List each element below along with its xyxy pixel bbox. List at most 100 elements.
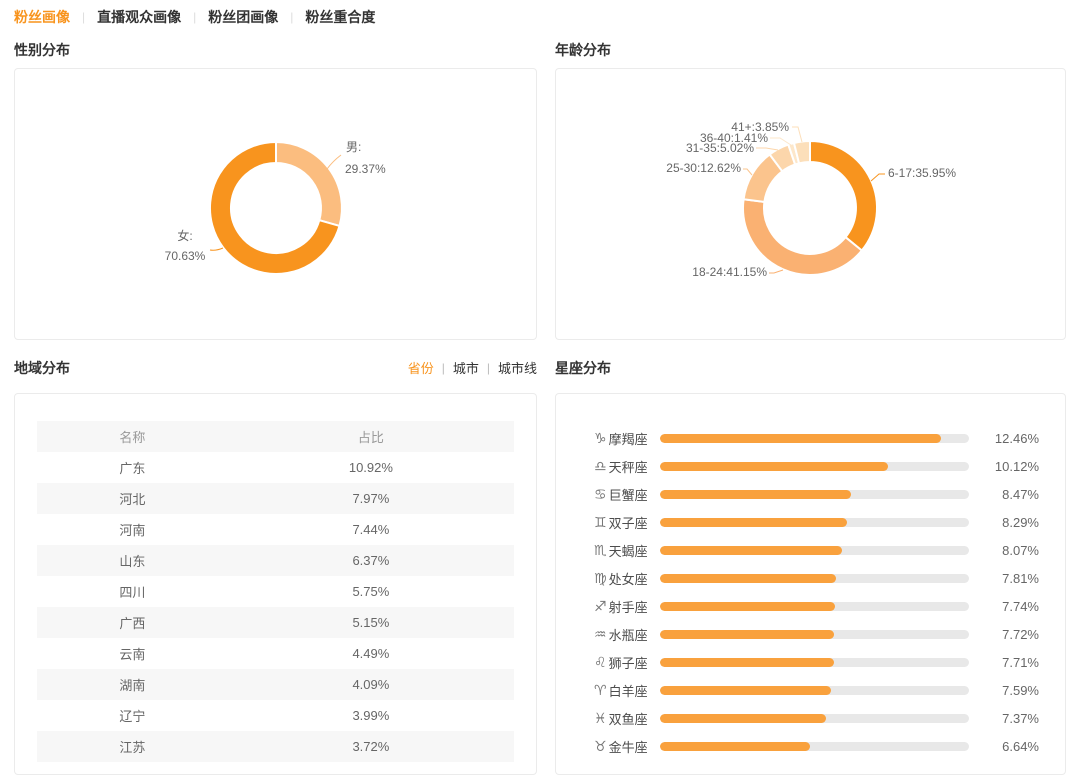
zodiac-row: ♋ 巨蟹座 8.47% [594, 480, 1039, 508]
zodiac-value: 10.12% [994, 458, 1039, 474]
aries-icon: ♈ [594, 682, 607, 698]
scorpio-icon: ♏ [594, 542, 607, 558]
region-tab-city-tier[interactable]: 城市线 [497, 361, 537, 376]
age-25-30-label: 25-30:12.62% [666, 161, 741, 175]
zodiac-bar-track [660, 517, 969, 527]
taurus-icon: ♉ [594, 738, 607, 754]
aquarius-icon: ♒ [594, 626, 607, 642]
age-41-plus-label: 41+:3.85% [731, 120, 789, 134]
zodiac-row: ♌ 狮子座 7.71% [594, 648, 1039, 676]
region-header-share: 占比 [227, 421, 514, 452]
zodiac-bar-track [660, 713, 969, 723]
gender-donut-chart: 男: 29.37% 女: 70.63% [165, 140, 386, 275]
zodiac-bar-track [660, 573, 969, 583]
zodiac-name: 处女座 [608, 571, 648, 587]
gender-donut-arcs [209, 141, 343, 275]
zodiac-name: 金牛座 [608, 739, 648, 755]
zodiac-bar-track [660, 657, 969, 667]
tab-fan-profile[interactable]: 粉丝画像 [14, 9, 70, 25]
tab-fan-overlap[interactable]: 粉丝重合度 [305, 9, 376, 25]
zodiac-row: ♊ 双子座 8.29% [594, 508, 1039, 536]
region-table-row: 江苏 3.72% [37, 731, 514, 762]
region-table-panel: 名称 占比 广东 10.92% 河北 7.97% 河南 7.44% 山东 6.3… [14, 393, 537, 775]
tab-fan-club-profile[interactable]: 粉丝团画像 [208, 9, 279, 25]
donut-segment-female [209, 141, 341, 275]
zodiac-value: 8.47% [1002, 486, 1039, 502]
zodiac-value: 7.59% [1002, 682, 1039, 698]
zodiac-bar-fill [660, 741, 810, 751]
age-25-30-label-line [743, 168, 753, 176]
zodiac-bar-fill [660, 685, 832, 695]
pisces-icon: ♓ [594, 710, 607, 726]
region-tab-city[interactable]: 城市 [452, 361, 479, 376]
zodiac-name: 巨蟹座 [608, 487, 648, 503]
zodiac-name: 天蝎座 [608, 543, 648, 559]
region-name: 河南 [119, 523, 146, 538]
zodiac-bar-fill [660, 601, 835, 611]
region-table-row: 河北 7.97% [37, 483, 514, 514]
zodiac-bar-fill [660, 433, 941, 443]
zodiac-name: 双子座 [608, 515, 648, 531]
zodiac-value: 7.81% [1002, 570, 1039, 586]
zodiac-bar-fill [660, 517, 847, 527]
zodiac-row: ♎ 天秤座 10.12% [594, 452, 1039, 480]
zodiac-bar-fill [660, 545, 842, 555]
age-6-17-label: 6-17:35.95% [888, 166, 956, 180]
zodiac-value: 7.72% [1002, 626, 1039, 642]
zodiac-name: 白羊座 [608, 683, 648, 699]
zodiac-value: 8.29% [1002, 514, 1039, 530]
region-share: 5.75% [352, 584, 390, 599]
zodiac-bar-fill [660, 657, 834, 667]
libra-icon: ♎ [594, 458, 607, 474]
region-tab-province[interactable]: 省份 [407, 361, 434, 376]
zodiac-row: ♑ 摩羯座 12.46% [594, 424, 1039, 452]
tab-separator: | [193, 10, 197, 24]
zodiac-value: 8.07% [1002, 542, 1039, 558]
zodiac-value: 7.37% [1002, 710, 1039, 726]
tab-separator: | [82, 10, 86, 24]
male-label-line [326, 154, 342, 170]
region-share: 4.49% [352, 646, 390, 661]
region-table-body: 广东 10.92% 河北 7.97% 河南 7.44% 山东 6.37% 四川 … [37, 452, 514, 762]
region-name: 湖南 [37, 669, 228, 700]
region-table-row: 河南 7.44% [37, 514, 514, 545]
female-label: 女: [177, 228, 192, 243]
donut-segment-male [275, 141, 343, 227]
region-name: 广东 [119, 461, 146, 476]
zodiac-chart-panel: ♑ 摩羯座 12.46% ♎ 天秤座 10.12% ♋ 巨蟹座 8.47% ♊ … [555, 393, 1066, 775]
zodiac-bar-list: ♑ 摩羯座 12.46% ♎ 天秤座 10.12% ♋ 巨蟹座 8.47% ♊ … [556, 394, 1065, 760]
zodiac-bar-track [660, 601, 969, 611]
zodiac-row: ♏ 天蝎座 8.07% [594, 536, 1039, 564]
age-36-40-label: 36-40:1.41% [700, 131, 768, 145]
zodiac-bar-track [660, 489, 969, 499]
region-share: 4.09% [227, 669, 514, 700]
zodiac-bar-fill [660, 461, 889, 471]
age-18-24-label: 18-24:41.15% [692, 265, 767, 279]
male-label: 男: [346, 140, 361, 154]
donut-segment-age-6-17 [809, 140, 879, 252]
age-31-35-label: 31-35:5.02% [686, 141, 754, 155]
male-value: 29.37% [345, 162, 386, 176]
region-table-row: 广东 10.92% [37, 452, 514, 483]
tab-live-audience-profile[interactable]: 直播观众画像 [97, 9, 182, 25]
region-name: 山东 [37, 545, 228, 576]
zodiac-row: ♍ 处女座 7.81% [594, 564, 1039, 592]
zodiac-row: ♉ 金牛座 6.64% [594, 732, 1039, 760]
region-share: 7.44% [352, 522, 390, 537]
age-donut-arcs [742, 140, 879, 276]
gemini-icon: ♊ [594, 514, 607, 530]
zodiac-name: 摩羯座 [608, 431, 648, 447]
zodiac-name: 射手座 [608, 599, 648, 615]
zodiac-bar-track [660, 545, 969, 555]
zodiac-section-title: 星座分布 [555, 360, 611, 376]
zodiac-name: 双鱼座 [608, 711, 648, 727]
region-name: 辽宁 [119, 709, 146, 724]
cancer-icon: ♋ [594, 486, 607, 502]
region-header-name: 名称 [37, 421, 228, 452]
female-value: 70.63% [165, 249, 206, 263]
region-name: 河北 [37, 483, 228, 514]
region-share: 5.15% [227, 607, 514, 638]
age-36-40-label-line [770, 137, 792, 146]
region-table: 名称 占比 广东 10.92% 河北 7.97% 河南 7.44% 山东 6.3… [37, 421, 514, 762]
